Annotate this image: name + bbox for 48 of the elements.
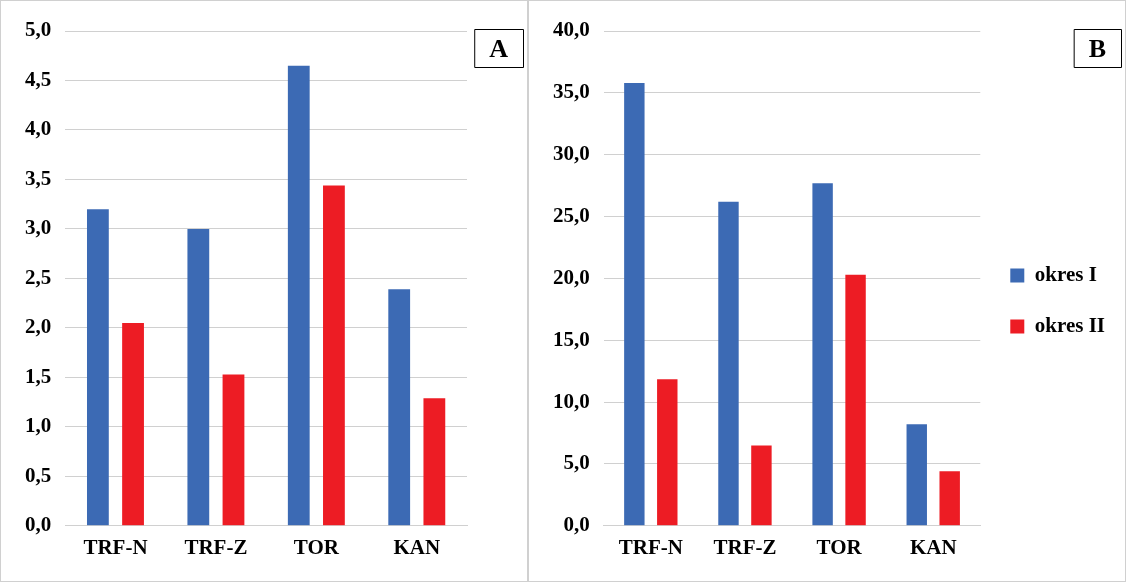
x-tick-label: TRF-Z (713, 534, 777, 559)
y-tick-label: 15,0 (553, 326, 590, 351)
x-tick-label: TOR (293, 534, 340, 559)
legend-label: okres II (1034, 312, 1106, 337)
x-tick-label: KAN (393, 534, 441, 559)
bar (388, 289, 411, 526)
bar (845, 274, 866, 526)
y-tick-label: 10,0 (553, 388, 590, 413)
bar (87, 209, 109, 526)
y-tick-label: 20,0 (553, 264, 590, 289)
x-tick-label: TOR (816, 534, 863, 559)
x-tick-label: TRF-Z (184, 534, 248, 559)
y-tick-label: 2,5 (25, 264, 52, 289)
bar (222, 374, 245, 526)
x-tick-label: KAN (909, 534, 957, 559)
bar (624, 82, 645, 526)
x-tick-label: TRF-N (618, 534, 683, 559)
y-tick-label: 25,0 (553, 202, 590, 227)
y-tick-label: 35,0 (553, 79, 590, 104)
y-tick-label: 0,5 (25, 462, 52, 487)
y-tick-label: 3,0 (25, 215, 52, 240)
y-tick-label: 4,5 (25, 66, 52, 91)
bar (287, 65, 310, 526)
y-tick-label: 40,0 (553, 17, 590, 42)
y-tick-label: 1,0 (25, 413, 52, 438)
y-tick-label: 30,0 (553, 141, 590, 166)
y-tick-label: 3,5 (25, 165, 52, 190)
bar (323, 185, 345, 526)
legend-label: okres I (1034, 261, 1097, 286)
y-tick-label: 5,0 (25, 17, 52, 42)
y-tick-label: 0,0 (563, 512, 590, 537)
bar (906, 424, 927, 526)
y-tick-label: 2,0 (25, 314, 52, 339)
bar (751, 445, 772, 526)
y-tick-label: 4,0 (25, 116, 52, 141)
bar (718, 201, 739, 526)
y-tick-label: 0,0 (25, 512, 52, 537)
text: B (1088, 33, 1106, 63)
bar (812, 183, 833, 526)
bar (423, 398, 446, 526)
bar (657, 379, 678, 526)
bar (187, 228, 210, 526)
text: A (489, 33, 509, 63)
bar (939, 471, 960, 526)
bar (122, 322, 144, 526)
y-tick-label: 1,5 (25, 363, 52, 388)
x-tick-label: TRF-N (83, 534, 148, 559)
y-tick-label: 5,0 (563, 450, 590, 475)
